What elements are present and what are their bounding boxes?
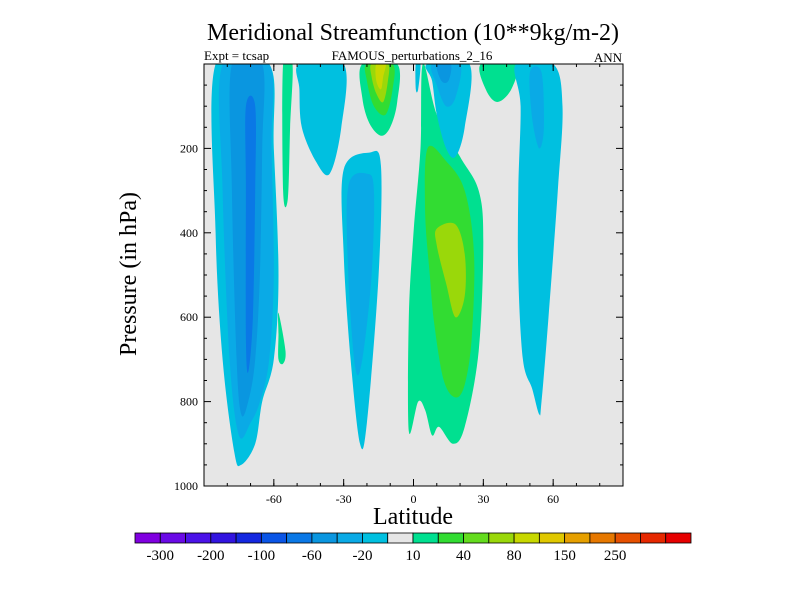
colorbar-label: 250: [604, 548, 627, 564]
colorbar-swatch-11: [412, 532, 439, 544]
colorbar: -300 -200 -100 -60 -20 10 40 80 150 250: [134, 532, 692, 564]
colorbar-label: -60: [302, 548, 322, 564]
colorbar-swatch-20: [640, 532, 667, 544]
contour-region-21: [479, 64, 518, 102]
colorbar-swatch-2: [185, 532, 212, 544]
x-tick-label: 0: [411, 492, 417, 506]
y-tick-label: 800: [180, 395, 198, 409]
colorbar-label: -20: [352, 548, 372, 564]
x-tick-label: -60: [266, 492, 282, 506]
y-axis-label: Pressure (in hPa): [116, 192, 142, 356]
contour-region-17: [425, 64, 472, 158]
colorbar-label: 150: [553, 548, 576, 564]
run-name-label: FAMOUS_perturbations_2_16: [332, 48, 493, 63]
plot-area: [204, 64, 623, 486]
colorbar-swatch-14: [488, 532, 515, 544]
y-tick-label: 200: [180, 141, 198, 155]
colorbar-swatch-13: [463, 532, 490, 544]
y-tick-label: 400: [180, 226, 198, 240]
contour-region-23: [529, 66, 544, 149]
colorbar-swatch-1: [159, 532, 186, 544]
colorbar-swatch-7: [311, 532, 338, 544]
season-label: ANN: [594, 50, 623, 65]
colorbar-label: -200: [197, 548, 225, 564]
colorbar-swatch-0: [134, 532, 161, 544]
colorbar-swatch-5: [260, 532, 288, 544]
colorbar-label: 80: [507, 548, 522, 564]
colorbar-swatch-12: [437, 532, 464, 544]
experiment-label: Expt = tcsap: [204, 48, 269, 63]
contour-region-22: [514, 64, 563, 416]
contour-region-20: [415, 64, 421, 93]
colorbar-swatch-10: [387, 532, 414, 544]
colorbar-swatch-18: [589, 532, 616, 544]
colorbar-swatch-16: [538, 532, 566, 544]
colorbar-swatch-3: [210, 532, 237, 544]
contour-region-3: [245, 95, 257, 373]
colorbar-label: -300: [147, 548, 175, 564]
x-tick-label: 60: [547, 492, 559, 506]
contour-region-18: [430, 64, 462, 107]
chart-title: Meridional Streamfunction (10**9kg/m-2): [207, 20, 619, 46]
contour-region-5: [296, 64, 347, 176]
contour-region-12: [277, 312, 286, 365]
x-tick-label: -30: [336, 492, 352, 506]
colorbar-swatch-6: [286, 532, 313, 544]
x-tick-label: 30: [477, 492, 489, 506]
colorbar-swatch-17: [564, 532, 591, 544]
contour-region-11: [346, 172, 375, 376]
colorbar-swatch-19: [614, 532, 641, 544]
contour-region-19: [436, 64, 452, 83]
colorbar-label: 40: [456, 548, 471, 564]
colorbar-swatch-9: [362, 532, 389, 544]
axes: -60 -30 0 30 60 200 400 600 800 1000: [174, 63, 624, 506]
colorbar-swatch-21: [665, 532, 692, 544]
y-tick-label: 600: [180, 310, 198, 324]
contour-region-4: [282, 64, 293, 208]
colorbar-label: -100: [248, 548, 276, 564]
contour-region-9: [375, 64, 386, 90]
contour-region-16: [410, 264, 419, 339]
colorbar-swatch-15: [513, 532, 540, 544]
x-axis-label: Latitude: [373, 504, 453, 530]
colorbar-label: 10: [406, 548, 421, 564]
y-tick-label: 1000: [174, 479, 198, 493]
contour-region-15: [434, 222, 466, 318]
colorbar-swatch-8: [336, 532, 363, 544]
colorbar-swatch-4: [235, 532, 262, 544]
